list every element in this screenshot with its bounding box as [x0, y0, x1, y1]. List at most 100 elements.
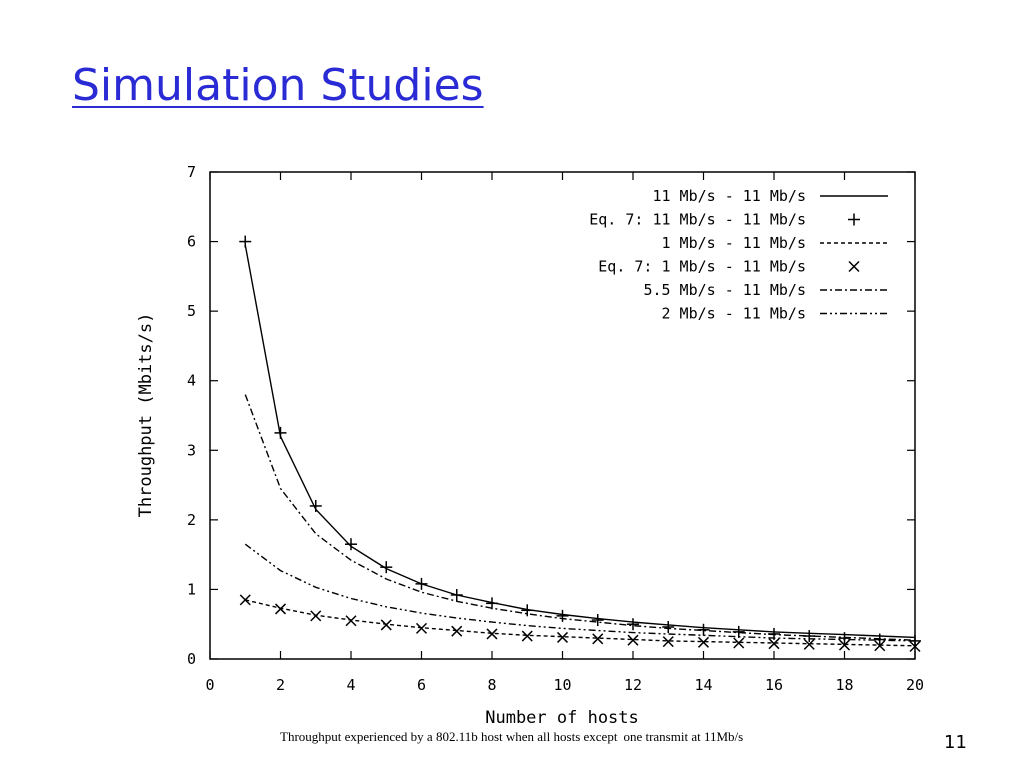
series-3	[239, 594, 921, 653]
legend-label-0: 11 Mb/s - 11 Mb/s	[652, 187, 806, 205]
series-1	[239, 235, 921, 647]
legend-label-5: 2 Mb/s - 11 Mb/s	[662, 305, 807, 323]
cross-marker-3	[697, 636, 710, 648]
cross-bar-b	[380, 619, 392, 631]
x-tick-label: 10	[553, 676, 571, 694]
y-tick-label: 3	[187, 441, 196, 459]
series-2	[245, 599, 916, 647]
series-5	[244, 543, 916, 642]
cross-bar-b	[697, 636, 710, 648]
y-tick-label: 6	[187, 233, 196, 251]
cross-marker-3	[662, 636, 674, 648]
plus-marker-1	[380, 561, 393, 574]
legend-marker-3	[848, 260, 860, 273]
cross-bar-b	[768, 638, 780, 650]
series-line-5	[244, 543, 916, 642]
plus-marker-1	[521, 604, 534, 617]
cross-bar-b	[848, 260, 860, 273]
plus-marker-1	[450, 588, 463, 601]
x-tick-label: 14	[694, 676, 712, 694]
x-tick-label: 12	[624, 676, 642, 694]
cross-bar-b	[627, 634, 639, 646]
cross-marker-3	[627, 634, 639, 646]
series-line-0	[244, 244, 916, 639]
cross-bar-b	[874, 640, 886, 652]
cross-bar-b	[415, 622, 428, 634]
cross-bar-b	[662, 636, 674, 648]
plus-marker-1	[486, 597, 498, 610]
cross-marker-3	[592, 633, 604, 645]
slide-title: Simulation Studies	[72, 60, 484, 111]
x-tick-label: 18	[835, 676, 853, 694]
x-tick-label: 16	[765, 676, 783, 694]
legend-marker-1	[848, 213, 860, 226]
cross-bar-b	[310, 610, 322, 622]
cross-bar-b	[556, 631, 569, 643]
plot-frame	[209, 171, 916, 660]
cross-bar-b	[803, 638, 815, 650]
legend-label-2: 1 Mb/s - 11 Mb/s	[662, 234, 807, 252]
cross-bar-b	[486, 628, 498, 640]
figure-caption: Throughput experienced by a 802.11b host…	[280, 729, 743, 745]
plus-marker-1	[345, 538, 357, 551]
legend-label-1: Eq. 7: 11 Mb/s - 11 Mb/s	[589, 211, 806, 229]
x-axis-label: Number of hosts	[485, 708, 639, 728]
y-tick-label: 2	[187, 511, 196, 529]
cross-bar-b	[521, 630, 533, 642]
cross-bar-b	[345, 615, 357, 627]
cross-bar-b	[239, 594, 251, 606]
x-tick-label: 0	[205, 676, 214, 694]
cross-marker-3	[415, 622, 428, 634]
plus-marker-1	[627, 618, 639, 631]
axis-ticks	[209, 171, 916, 660]
cross-marker-3	[345, 615, 357, 627]
plus-marker-1	[274, 426, 287, 439]
series-line-4	[244, 394, 916, 641]
y-tick-label: 4	[187, 372, 196, 390]
plus-marker-1	[239, 235, 252, 248]
plus-marker-1	[591, 614, 604, 627]
legend-label-3: Eq. 7: 1 Mb/s - 11 Mb/s	[598, 258, 806, 276]
cross-marker-3	[803, 638, 815, 650]
plus-marker-1	[309, 499, 322, 512]
y-tick-label: 0	[187, 650, 196, 668]
y-tick-label: 5	[187, 302, 196, 320]
caption-text-part2: one transmit at 11Mb/s	[623, 729, 744, 744]
legend-label-4: 5.5 Mb/s - 11 Mb/s	[643, 281, 806, 299]
cross-marker-3	[556, 631, 569, 643]
cross-marker-3	[486, 628, 498, 640]
cross-marker-3	[874, 640, 886, 652]
cross-marker-3	[733, 637, 745, 649]
series-4	[244, 394, 916, 641]
x-tick-label: 6	[417, 676, 426, 694]
plus-marker-1	[556, 609, 569, 622]
cross-marker-3	[768, 638, 780, 650]
series-0	[244, 244, 916, 639]
cross-bar-b	[909, 640, 921, 653]
cross-bar-b	[838, 639, 851, 651]
cross-marker-3	[451, 625, 463, 637]
series-layer	[239, 235, 921, 653]
y-axis-label: Throughput (Mbits/s)	[136, 313, 156, 518]
cross-marker-3	[239, 594, 251, 606]
cross-marker-3	[274, 603, 287, 615]
cross-marker-3	[521, 630, 533, 642]
series-line-2	[245, 599, 916, 647]
plus-marker-1	[662, 620, 675, 633]
cross-bar-b	[274, 603, 287, 615]
cross-bar-b	[592, 633, 604, 645]
caption-text-part1: Throughput experienced by a 802.11b host…	[280, 729, 618, 744]
x-tick-label: 4	[346, 676, 355, 694]
x-tick-label: 20	[906, 676, 924, 694]
cross-marker-3	[909, 640, 921, 653]
cross-marker-3	[310, 610, 322, 622]
page-number: 11	[944, 732, 967, 753]
y-tick-label: 1	[187, 580, 196, 598]
cross-marker-3	[380, 619, 392, 631]
y-tick-label: 7	[187, 163, 196, 181]
x-tick-label: 2	[276, 676, 285, 694]
cross-bar-b	[451, 625, 463, 637]
cross-bar-b	[733, 637, 745, 649]
